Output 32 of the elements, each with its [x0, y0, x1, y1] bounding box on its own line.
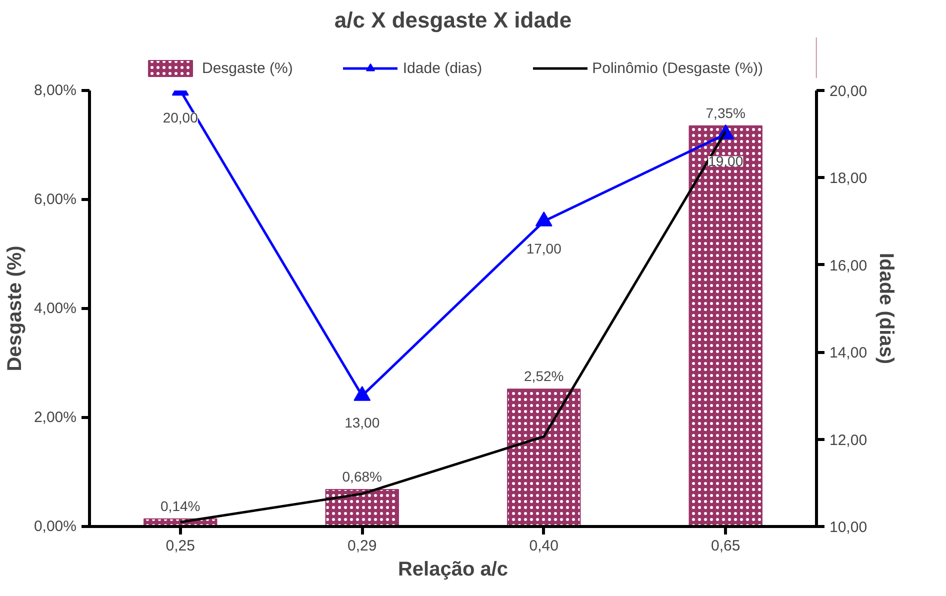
y2-tick-label: 14,00 — [830, 344, 868, 362]
y-tick-label: 4,00% — [34, 300, 77, 317]
y-axis-title: Desgaste (%) — [4, 246, 26, 372]
y2-tick-label: 16,00 — [830, 257, 868, 274]
x-tick-label: 0,40 — [529, 538, 558, 554]
data-label: 2,52% — [524, 368, 564, 384]
data-label: 13,00 — [344, 414, 380, 431]
x-tick-label: 0,29 — [348, 538, 377, 554]
y2-tick-label: 20,00 — [830, 83, 868, 100]
chart-title: a/c X desgaste X idade — [334, 8, 572, 32]
point — [535, 212, 552, 226]
legend-label: Desgaste (%) — [202, 60, 293, 76]
data-label: 0,14% — [160, 498, 200, 514]
y-tick-label: 8,00% — [34, 82, 77, 99]
data-label: 19,00 — [708, 153, 744, 170]
y2-tick-label: 10,00 — [830, 519, 868, 536]
point — [354, 386, 371, 401]
y-tick-label: 6,00% — [34, 191, 77, 208]
legend-label: Idade (dias) — [402, 60, 482, 76]
y-tick-label: 0,00% — [34, 518, 77, 535]
legend-label: Polinômio (Desgaste (%)) — [592, 60, 763, 76]
x-tick-label: 0,65 — [711, 538, 740, 554]
y2-tick-label: 18,00 — [830, 170, 868, 188]
x-axis-title: Relação a/c — [398, 558, 508, 580]
data-label: 20,00 — [162, 110, 198, 126]
y2-axis-title: Idade (dias) — [875, 252, 898, 364]
data-label: 7,35% — [706, 104, 746, 121]
y-tick-label: 2,00% — [34, 409, 77, 426]
data-label: 0,68% — [342, 468, 382, 484]
y2-tick-label: 12,00 — [830, 432, 868, 449]
x-tick-label: 0,25 — [166, 538, 195, 554]
data-label: 17,00 — [526, 240, 562, 256]
